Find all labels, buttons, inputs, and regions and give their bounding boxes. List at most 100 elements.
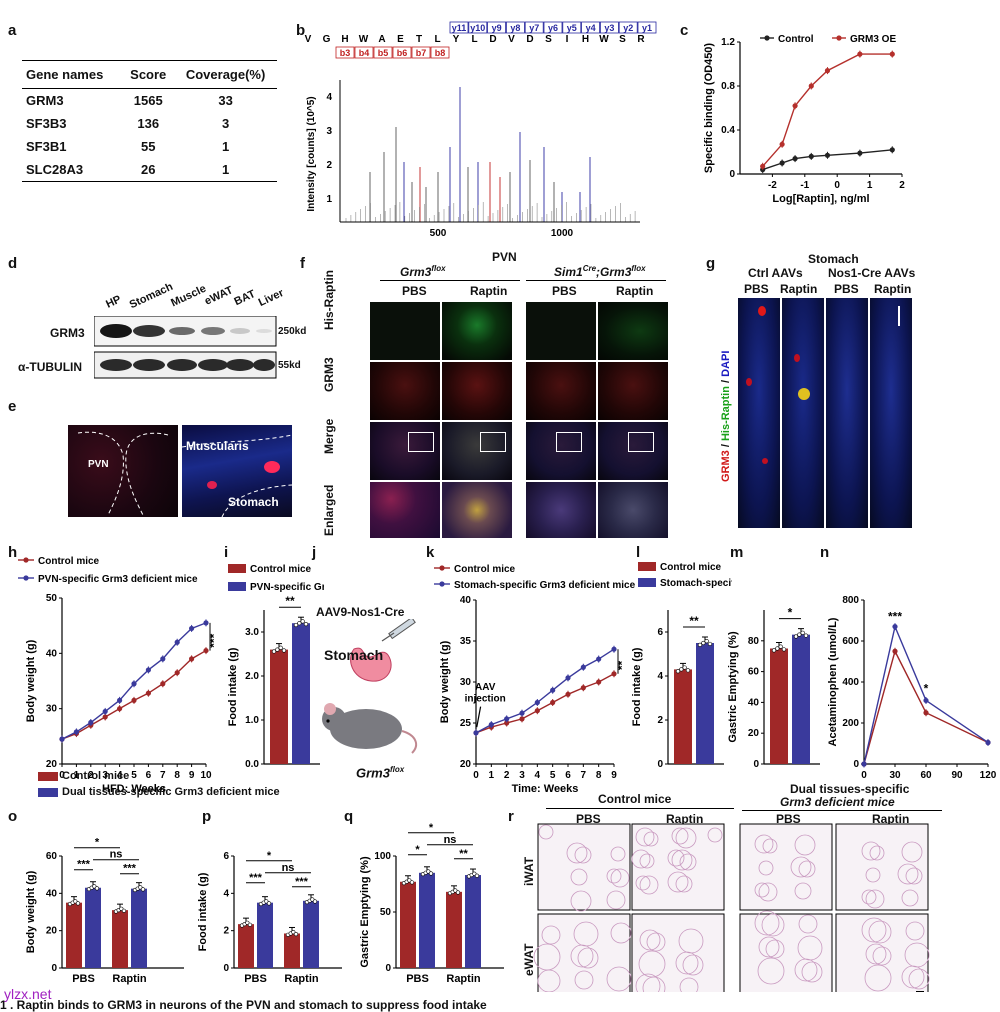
adipocyte-outline [869, 845, 885, 861]
image-tile [526, 362, 596, 420]
adipocyte-outline [667, 871, 689, 893]
adipocyte-outline [533, 943, 561, 971]
data-point [534, 699, 540, 706]
y-tick-label: 6 [223, 851, 229, 862]
b-ion-box [392, 46, 412, 59]
adipocyte-outline [758, 882, 778, 902]
b-ion-box [373, 46, 393, 59]
mouse-genotype: Grm3flox [356, 765, 405, 781]
data-point [596, 656, 602, 662]
data-point [565, 675, 571, 681]
data-point [271, 649, 277, 654]
x-tick-label: 3 [519, 770, 525, 781]
adipocyte-outline [901, 889, 919, 907]
y-ion-label: y2 [623, 23, 633, 33]
y-ion-box [524, 21, 544, 34]
spectrum-peaks [345, 87, 636, 222]
y-ion-box [637, 21, 657, 34]
y-ion-label: y6 [548, 23, 558, 33]
legend-marker [836, 35, 842, 41]
y-tick-label: 0 [51, 963, 57, 974]
sequence-letter: D [526, 34, 533, 45]
x-tick-label: 8 [596, 770, 602, 781]
adipocyte-outline [801, 961, 823, 983]
y-tick-label: 0 [753, 759, 759, 770]
y-ion-box [562, 21, 582, 34]
bar [770, 648, 788, 764]
table-cell: 1 [221, 139, 230, 154]
data-point [117, 706, 123, 712]
table-header-score: Score [130, 67, 167, 82]
pvn-label: PVN [88, 459, 109, 470]
series-line [475, 648, 615, 734]
image-tile [370, 422, 440, 480]
adipocyte-outline [610, 922, 632, 944]
data-point [203, 647, 209, 654]
data-point [857, 51, 863, 57]
adipocyte-outline [635, 973, 661, 992]
sequence-letter: S [545, 34, 552, 45]
adipocyte-outline [675, 827, 697, 849]
x-tick-label: 1 [74, 770, 80, 781]
x-tick-label: 10 [200, 770, 212, 781]
data-point [117, 697, 123, 703]
stomach-stain-image: Muscularis Stomach [182, 425, 292, 517]
data-point [861, 761, 867, 767]
adipocyte-outline [610, 868, 630, 888]
sequence-letter: L [434, 34, 440, 45]
data-point [59, 736, 65, 742]
chart-m: 0 20 40 60 80 Gastric Emptying (%) * [728, 606, 820, 770]
syringe-icon [381, 619, 416, 642]
x-tick-label: 30 [889, 770, 901, 781]
data-point [707, 641, 713, 647]
data-point [793, 634, 799, 639]
panel-label-k: k [426, 544, 435, 561]
western-blot-panel: HP Stomach Muscle eWAT BAT Liver GRM3 α-… [14, 270, 306, 390]
panel-label-d: d [8, 255, 18, 272]
data-point [455, 890, 461, 895]
adipocyte-outline [667, 849, 685, 867]
y-axis-label: Food intake (g) [632, 647, 643, 726]
panel-label-g: g [706, 255, 716, 272]
legend-marker [439, 581, 445, 587]
adipocyte-outline [865, 867, 881, 883]
adipocyte-outline [868, 920, 892, 944]
x-tick-label: 120 [980, 770, 997, 781]
histology-grid: Control mice Dual tissues-specific Grm3 … [516, 782, 996, 992]
row-label: His-Raptin [322, 270, 336, 330]
adipocyte-outline [908, 968, 930, 990]
pvn-image-grid: PVN Grm3flox Sim1Cre;Grm3flox PBS Raptin… [322, 250, 680, 540]
image-tile [442, 482, 512, 538]
stomach-image-grid: Stomach Ctrl AAVs Nos1-Cre AAVs PBS Rapt… [718, 252, 988, 532]
y-axis-label: Food intake (g) [197, 872, 209, 951]
adipocyte-outline [901, 841, 923, 863]
legend-marker [764, 35, 770, 41]
table-row: GRM3 1565 33 [22, 89, 277, 113]
panel-label-b: b [296, 22, 306, 39]
y-tick-label: 2.0 [245, 671, 259, 682]
x-tick-label: 0 [861, 770, 867, 781]
image-tile [370, 362, 440, 420]
col-label: PBS [552, 284, 577, 298]
bar [292, 623, 310, 764]
data-point [611, 646, 617, 652]
x-tick-label: 9 [611, 770, 617, 781]
y-ion-label: y7 [529, 23, 539, 33]
x-tick-label: 2 [504, 770, 510, 781]
adipocyte-outline [865, 889, 885, 909]
sequence-letter: E [397, 34, 404, 45]
y-tick-label: 0 [853, 759, 859, 770]
data-point [266, 901, 272, 906]
group-label: Dual tissues-specific [790, 782, 910, 796]
data-point [281, 648, 287, 653]
adipocyte-outline [639, 929, 661, 951]
adipocyte-outline [541, 925, 561, 945]
table-cell: 136 [137, 116, 160, 131]
x-tick-label: 7 [581, 770, 587, 781]
data-point [73, 729, 79, 735]
data-point [779, 141, 785, 147]
blot-lane-label: Stomach [127, 280, 175, 312]
y-axis-label: Specific binding (OD450) [703, 43, 715, 174]
col-label: PBS [402, 284, 427, 298]
y-ion-label: y10 [470, 23, 485, 33]
